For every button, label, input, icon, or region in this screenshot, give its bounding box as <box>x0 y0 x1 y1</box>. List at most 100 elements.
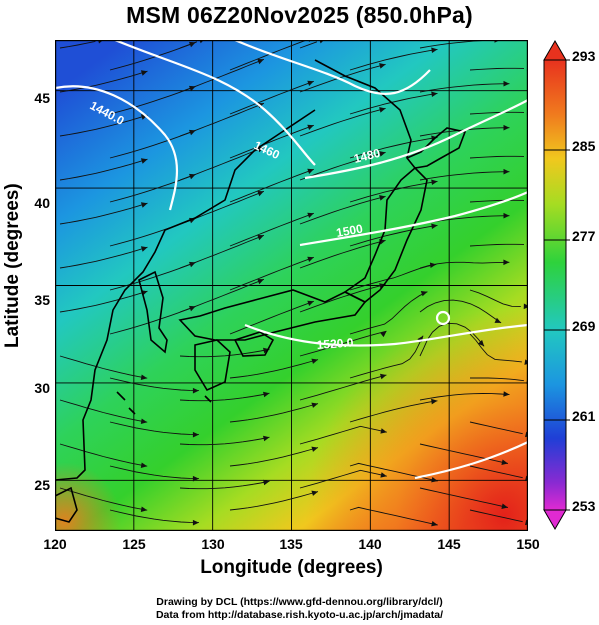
streamline <box>59 355 148 379</box>
streamline-arrow <box>307 168 314 174</box>
streamline <box>109 85 196 115</box>
streamline <box>469 333 522 363</box>
streamline-arrow <box>189 41 196 48</box>
streamline-arrow <box>140 506 148 512</box>
streamline-arrow <box>431 47 438 53</box>
streamline <box>469 465 523 479</box>
streamline-arrow <box>501 459 508 465</box>
colorbar-max-arrow <box>543 40 567 61</box>
streamline-arrow <box>311 358 318 364</box>
height-contours <box>55 40 528 480</box>
streamline-arrow <box>140 202 148 208</box>
y-tick-label: 35 <box>34 292 50 308</box>
y-tick-label: 40 <box>34 195 50 211</box>
streamline <box>229 300 314 335</box>
streamline <box>349 136 438 159</box>
streamline-arrow <box>140 462 148 468</box>
streamline <box>229 212 314 247</box>
streamline-arrow <box>503 124 510 131</box>
streamline <box>469 243 525 247</box>
coastlines <box>55 59 467 523</box>
streamline <box>469 509 523 523</box>
streamline <box>349 224 438 247</box>
streamline <box>109 305 196 335</box>
streamline-arrow <box>189 261 196 268</box>
streamline <box>469 67 525 71</box>
streamline <box>349 263 437 291</box>
streamline <box>229 491 319 511</box>
streamline <box>109 261 196 291</box>
streamline <box>349 462 438 482</box>
streamline <box>59 40 96 49</box>
streamline <box>229 168 314 203</box>
streamline <box>59 246 148 269</box>
streamline <box>109 465 199 480</box>
streamline <box>419 171 510 181</box>
streamline-arrow <box>192 475 199 482</box>
x-tick-label: 150 <box>516 536 540 552</box>
streamline-arrow <box>189 129 196 136</box>
streamline <box>109 41 196 71</box>
streamline <box>59 399 148 423</box>
streamline <box>109 129 196 159</box>
streamline-arrow <box>380 331 387 338</box>
streamline-arrow <box>189 85 196 92</box>
streamline <box>179 392 270 402</box>
colorbar-scale <box>543 59 567 511</box>
streamline-arrow <box>503 391 510 397</box>
x-tick-label: 125 <box>122 536 146 552</box>
streamline <box>349 92 438 115</box>
x-tick-label: 135 <box>279 536 303 552</box>
y-tick-label: 45 <box>34 90 50 106</box>
streamline-arrow <box>140 158 148 164</box>
streamline-arrow <box>140 418 148 424</box>
streamline <box>349 48 438 71</box>
streamline-arrow <box>192 431 199 438</box>
streamline <box>419 322 485 357</box>
colorbar <box>543 40 570 530</box>
colorbar-tick-label: 277 <box>572 228 596 244</box>
streamline <box>299 63 386 93</box>
streamline-arrow <box>140 374 148 380</box>
streamline <box>229 359 319 379</box>
y-axis-label: Latitude (degrees) <box>2 183 23 348</box>
streamline <box>419 443 508 464</box>
streamline-arrow <box>140 70 148 76</box>
streamline-arrow <box>311 490 318 496</box>
x-tick-label: 130 <box>201 536 225 552</box>
streamline <box>299 330 387 357</box>
streamline-arrow <box>431 223 438 229</box>
streamline <box>299 283 386 313</box>
streamline <box>229 256 314 291</box>
streamline-arrow <box>380 373 387 380</box>
streamline-arrow <box>379 195 386 201</box>
streamline <box>59 443 148 467</box>
streamline <box>419 487 508 508</box>
streamline <box>299 195 386 225</box>
streamline-arrow <box>420 291 428 297</box>
streamline <box>419 83 510 93</box>
streamline-arrow <box>429 262 437 268</box>
streamline <box>59 158 148 181</box>
streamline-arrow <box>311 446 318 452</box>
streamline <box>299 374 387 401</box>
y-tick-label: 25 <box>34 477 50 493</box>
contour-label: 1480 <box>352 146 382 166</box>
streamline <box>229 40 306 71</box>
map-title: MSM 06Z20Nov2025 (850.0hPa) <box>126 2 473 28</box>
contour-label: 1500 <box>335 221 364 239</box>
streamline-arrow <box>140 246 148 252</box>
streamline <box>469 421 523 435</box>
streamline <box>59 290 148 313</box>
map-plot: 1440.0 1460 1480 1500 1520.0 <box>55 40 528 531</box>
streamline-arrow <box>503 212 510 219</box>
streamline <box>299 469 387 489</box>
x-tick-label: 145 <box>437 536 461 552</box>
streamline-arrow <box>379 107 386 113</box>
streamline-arrow <box>263 391 270 398</box>
streamline <box>419 299 502 324</box>
streamline <box>349 335 424 379</box>
streamline <box>59 487 148 511</box>
credit-drawing: Drawing by DCL (https://www.gfd-dennou.o… <box>156 596 443 608</box>
streamline <box>469 111 525 115</box>
